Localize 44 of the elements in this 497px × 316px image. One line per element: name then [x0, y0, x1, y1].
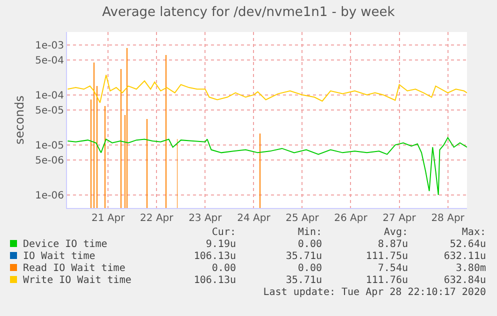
- text: 111.76u: [364, 274, 408, 286]
- y-tick-label: 1e-04: [35, 90, 64, 102]
- text: Last update: Tue Apr 28 22:10:17 2020: [262, 286, 486, 298]
- line-series: [67, 74, 467, 104]
- y-axis-title: seconds: [12, 95, 26, 145]
- text: 632.84u: [442, 274, 486, 286]
- line-series: [67, 137, 467, 196]
- x-tick-label: 26 Apr: [334, 213, 368, 224]
- text: Min:: [296, 226, 322, 238]
- text: 7.54u: [376, 262, 408, 274]
- text: 3.80m: [454, 262, 486, 274]
- y-tick-label: 1e-05: [35, 140, 64, 152]
- x-tick-label: 23 Apr: [188, 213, 223, 224]
- x-tick-label: 21 Apr: [92, 213, 126, 224]
- y-tick-label: 1e-03: [35, 40, 64, 52]
- text: 111.75u: [364, 250, 408, 262]
- y-tick-label: 1e-06: [35, 190, 64, 202]
- text: 52.64u: [448, 238, 486, 250]
- x-tick-label: 22 Apr: [140, 213, 174, 224]
- x-tick-label: 24 Apr: [237, 213, 272, 224]
- text: Max:: [460, 226, 486, 238]
- legend-label: IO Wait time: [22, 250, 96, 262]
- legend-label: Read IO Wait time: [22, 262, 126, 274]
- text: 106.13u: [192, 274, 236, 286]
- legend-label: Write IO Wait time: [22, 274, 132, 286]
- x-tick-label: 25 Apr: [286, 213, 320, 224]
- y-tick-label: 5e-06: [35, 156, 64, 166]
- y-tick-label: 5e-05: [35, 105, 64, 116]
- text: 0.00: [296, 262, 322, 274]
- chart-title: Average latency for /dev/nvme1n1 - by week: [102, 4, 396, 20]
- text: 35.71u: [284, 250, 322, 262]
- text: Cur:: [210, 226, 236, 238]
- text: 632.11u: [442, 250, 486, 262]
- text: 106.13u: [192, 250, 236, 262]
- x-tick-label: 27 Apr: [382, 213, 417, 224]
- legend-label: Device IO time: [22, 238, 108, 250]
- text: 35.71u: [284, 274, 322, 286]
- y-tick-label: 5e-04: [35, 55, 64, 66]
- text: 9.19u: [204, 238, 236, 250]
- text: 0.00: [210, 262, 236, 274]
- text: 8.87u: [376, 238, 408, 250]
- text: Avg:: [382, 226, 408, 238]
- text: 0.00: [296, 238, 322, 250]
- x-tick-label: 28 Apr: [431, 213, 466, 224]
